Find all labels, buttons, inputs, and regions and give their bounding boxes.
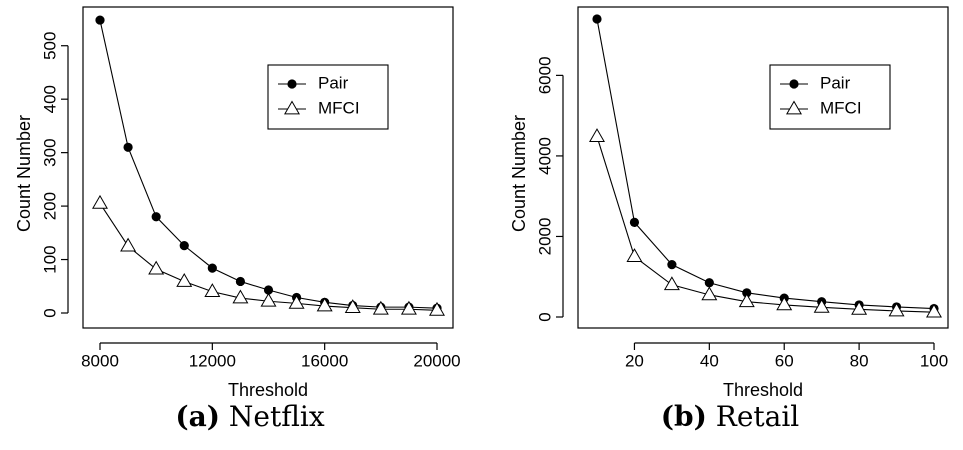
legend-label-pair: Pair	[318, 73, 349, 92]
x-tick-label: 40	[700, 351, 719, 370]
data-point-mfci	[148, 260, 165, 275]
x-tick-label: 60	[775, 351, 794, 370]
y-tick-label: 300	[40, 138, 59, 166]
data-point-pair	[263, 285, 274, 295]
data-point-pair	[667, 260, 677, 270]
caption-retail: (b) Retail	[500, 400, 960, 440]
data-point-mfci	[926, 303, 942, 318]
data-point-pair	[704, 278, 714, 288]
y-tick-label: 0	[535, 312, 554, 321]
x-tick-label: 20	[625, 351, 644, 370]
legend-marker-pair	[789, 79, 799, 89]
x-tick-label: 16000	[301, 351, 348, 370]
data-point-mfci	[176, 272, 193, 287]
series-mfci	[92, 194, 445, 316]
data-point-mfci	[888, 302, 905, 317]
data-point-mfci	[663, 276, 680, 291]
legend: Pair MFCI	[267, 64, 389, 130]
x-axis: 20 40 60 80 100	[625, 342, 948, 370]
series-pair	[95, 15, 442, 313]
data-point-pair	[179, 241, 189, 251]
legend-marker-mfci	[284, 100, 300, 115]
data-point-mfci	[260, 292, 277, 307]
plot-frame	[577, 6, 949, 329]
legend: Pair MFCI	[769, 64, 891, 130]
series-mfci	[589, 128, 942, 318]
y-tick-label: 2000	[535, 218, 554, 256]
data-point-mfci	[120, 237, 137, 252]
legend-marker-pair	[287, 79, 297, 89]
y-axis: 0 100 200 300 400 500	[40, 32, 69, 318]
data-point-mfci	[701, 286, 718, 301]
caption-netflix: (a) Netflix	[20, 400, 480, 440]
chart-panel-netflix: 8000 12000 16000 20000 Threshold 0 100 200 300 40…	[14, 6, 461, 400]
caption-name-b: Retail	[715, 400, 800, 433]
data-point-pair	[592, 14, 602, 24]
caption-tag-a: (a)	[175, 400, 220, 433]
data-point-pair	[123, 142, 133, 152]
data-point-pair	[151, 212, 161, 222]
data-point-mfci	[372, 300, 389, 315]
series-line-pair	[596, 18, 935, 310]
y-tick-label: 4000	[535, 137, 554, 175]
data-point-pair	[95, 15, 105, 25]
data-point-pair	[235, 276, 246, 287]
data-point-mfci	[344, 299, 361, 314]
x-tick-label: 80	[850, 351, 869, 370]
series-pair	[592, 14, 939, 314]
data-point-mfci	[851, 300, 868, 315]
x-tick-label: 12000	[189, 351, 236, 370]
series-line-mfci	[596, 136, 935, 313]
y-tick-label: 200	[40, 192, 59, 220]
y-axis-label: Count Number	[14, 115, 34, 232]
y-axis: 0 2000 4000 6000	[535, 56, 564, 322]
caption-name-a: Netflix	[228, 400, 325, 433]
y-tick-label: 100	[40, 245, 59, 273]
legend-label-mfci: MFCI	[318, 98, 360, 117]
data-point-mfci	[288, 294, 305, 309]
data-point-mfci	[738, 293, 755, 308]
x-tick-label: 8000	[81, 351, 119, 370]
x-tick-label: 20000	[413, 351, 460, 370]
legend-label-mfci: MFCI	[820, 98, 862, 117]
data-point-mfci	[316, 297, 333, 312]
x-axis: 8000 12000 16000 20000	[81, 342, 461, 370]
data-point-pair	[742, 288, 752, 298]
data-point-mfci	[92, 194, 108, 209]
data-point-mfci	[776, 296, 793, 311]
data-point-mfci	[429, 301, 445, 316]
data-point-pair	[629, 217, 640, 227]
data-point-mfci	[232, 289, 249, 304]
x-axis-label: Threshold	[228, 380, 308, 400]
data-point-pair	[207, 263, 217, 273]
chart-panel-retail: 20 40 60 80 100 Threshold 0 2000 4000 6000 Count N…	[509, 6, 949, 400]
data-point-mfci	[626, 248, 643, 262]
data-point-mfci	[589, 128, 605, 142]
x-axis-label: Threshold	[723, 380, 803, 400]
data-point-mfci	[400, 300, 417, 315]
legend-marker-mfci	[786, 100, 802, 115]
legend-label-pair: Pair	[820, 73, 851, 92]
y-tick-label: 500	[40, 32, 59, 60]
plot-frame	[82, 6, 454, 329]
y-tick-label: 400	[40, 85, 59, 113]
y-axis-label: Count Number	[509, 115, 529, 232]
x-tick-label: 100	[920, 351, 948, 370]
data-point-mfci	[813, 298, 830, 313]
y-tick-label: 6000	[535, 56, 554, 94]
data-point-mfci	[204, 283, 221, 297]
y-tick-label: 0	[40, 308, 59, 317]
legend-box	[769, 64, 891, 130]
legend-box	[267, 64, 389, 130]
caption-tag-b: (b)	[660, 400, 707, 433]
